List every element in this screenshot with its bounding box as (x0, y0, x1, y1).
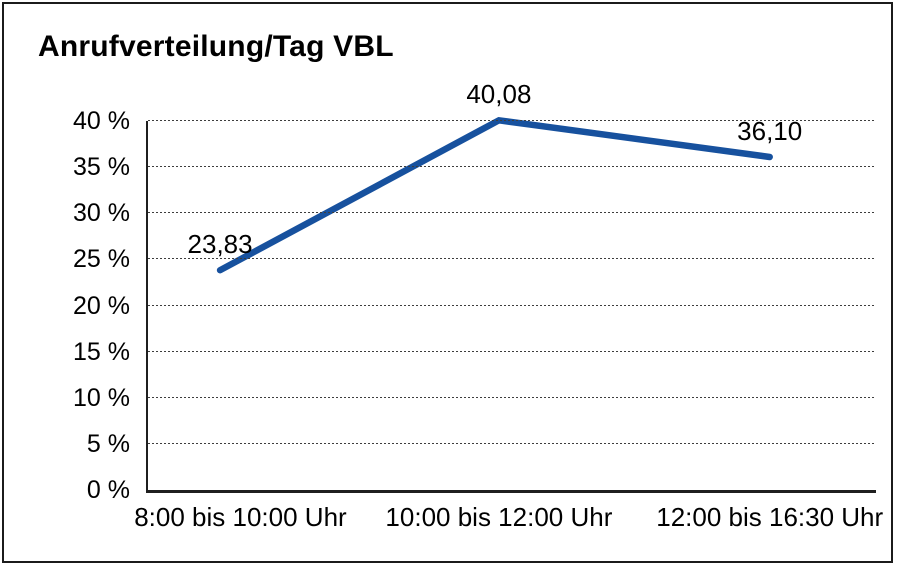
y-tick-label: 15 % (73, 337, 130, 366)
y-tick-label: 0 % (86, 476, 130, 504)
y-tick-label: 40 % (73, 107, 130, 135)
gridline (148, 396, 876, 399)
chart-frame: Anrufverteilung/Tag VBL 0 % 5 % 10 % 15 % 20… (2, 2, 893, 563)
data-point-label: 36,10 (737, 115, 803, 146)
gridline (148, 120, 876, 122)
gridline (148, 212, 876, 215)
data-point-label: 40,08 (466, 79, 532, 110)
plot-area: 0 % 5 % 10 % 15 % 20 % 25 % 30 % 35 % 40 % 8:00 b… (73, 79, 883, 532)
y-tick-label: 30 % (73, 199, 130, 228)
gridline (148, 258, 876, 261)
gridline (148, 442, 876, 445)
x-tick-label: 12:00 bis 16:30 Uhr (656, 502, 884, 532)
gridline (148, 350, 876, 353)
data-line (216, 117, 773, 274)
x-tick-label: 8:00 bis 10:00 Uhr (134, 502, 347, 532)
y-tick-label: 35 % (73, 153, 130, 182)
y-tick-label: 20 % (73, 291, 130, 320)
y-tick-label: 5 % (86, 429, 130, 458)
data-point-label: 23,83 (187, 229, 253, 260)
y-tick-label: 10 % (73, 383, 130, 412)
gridline (148, 304, 876, 307)
y-tick-label: 25 % (73, 245, 130, 274)
chart-title: Anrufverteilung/Tag VBL (38, 30, 394, 63)
gridline (148, 166, 876, 169)
x-tick-label: 10:00 bis 12:00 Uhr (385, 502, 613, 532)
